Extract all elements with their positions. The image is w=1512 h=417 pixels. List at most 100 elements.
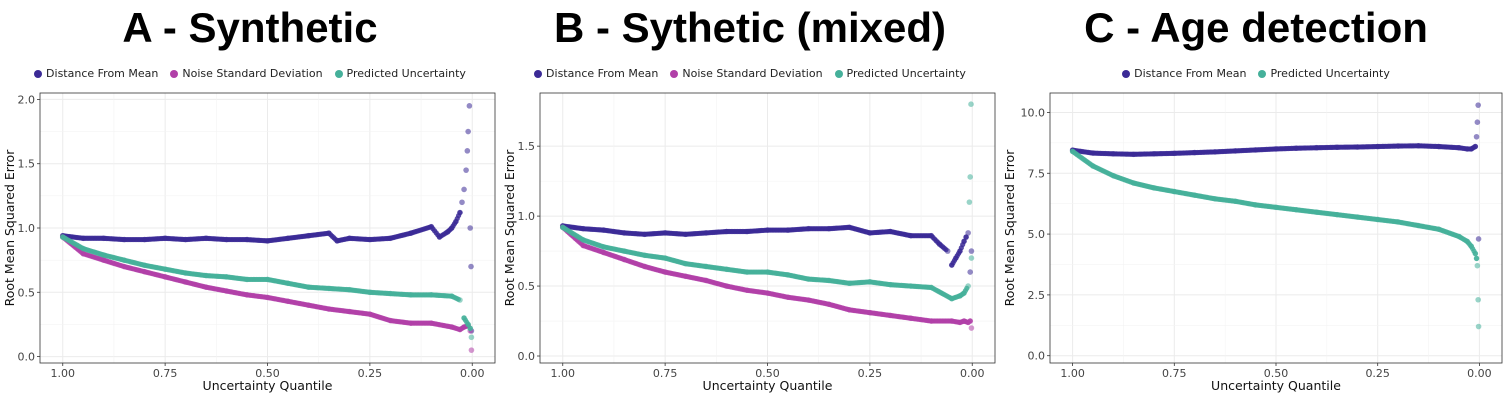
data-point: [466, 103, 473, 109]
panel-c-chart: 0.0 2.5 5.0 7.5 10.0 1.00 0.75 0.50 0.25 0.00 Unce…: [1002, 92, 1503, 393]
data-point: [764, 290, 771, 296]
data-point: [1435, 226, 1442, 233]
data-point: [459, 199, 465, 206]
data-point: [182, 279, 189, 285]
data-point: [1151, 151, 1157, 157]
data-point: [1473, 255, 1480, 262]
y-tick-label: 1.5: [518, 140, 536, 153]
data-point: [457, 326, 463, 333]
data-point: [465, 128, 471, 135]
x-tick-label: 0.50: [255, 367, 280, 380]
data-point: [826, 277, 832, 284]
data-point: [1374, 143, 1381, 150]
data-point: [968, 101, 974, 107]
data-point: [1415, 142, 1422, 149]
data-point: [1435, 143, 1442, 150]
data-point: [928, 318, 935, 324]
data-point: [846, 280, 853, 287]
data-point: [203, 284, 209, 290]
data-point: [621, 248, 627, 254]
data-point: [285, 298, 291, 305]
grid-lines: [1050, 93, 1502, 363]
x-tick-label: 1.00: [51, 367, 76, 380]
data-point: [723, 266, 730, 273]
y-axis-label: Root Mean Squared Error: [2, 149, 17, 307]
data-point: [1252, 202, 1259, 208]
data-point: [305, 232, 312, 239]
data-point: [1395, 143, 1401, 149]
data-point: [100, 257, 107, 263]
data-point: [457, 209, 463, 216]
data-point: [887, 228, 894, 235]
panel-c-title: C - Age detection: [1084, 4, 1428, 51]
data-point: [464, 148, 471, 154]
y-tick-label: 0.0: [1028, 350, 1046, 363]
data-point: [723, 228, 730, 235]
data-point: [744, 228, 750, 235]
y-tick-label: 0.0: [18, 351, 36, 364]
data-point: [928, 232, 935, 239]
data-point: [162, 274, 168, 280]
legend-swatch-icon: [170, 69, 179, 78]
y-tick-label: 0.0: [518, 350, 536, 363]
panel-b-legend: Distance From Mean Noise Standard Deviat…: [500, 67, 1000, 80]
series-predicted: [1069, 148, 1482, 330]
data-point: [223, 288, 230, 294]
data-point: [367, 311, 373, 317]
x-tick-label: 0.75: [653, 367, 678, 380]
data-point: [887, 312, 894, 319]
data-point: [1090, 163, 1096, 169]
legend-label: Predicted Uncertainty: [1270, 67, 1390, 80]
data-point: [461, 315, 467, 321]
data-point: [764, 269, 771, 275]
data-point: [641, 252, 648, 259]
data-point: [1474, 119, 1481, 125]
x-tick-label: 0.00: [460, 367, 485, 380]
data-point: [1293, 206, 1300, 213]
legend-swatch-icon: [1258, 69, 1267, 78]
y-tick-label: 1.5: [18, 158, 36, 171]
y-tick-label: 1.0: [18, 222, 36, 235]
data-point: [966, 199, 973, 205]
x-tick-label: 0.25: [858, 367, 883, 380]
data-point: [223, 274, 230, 280]
data-point: [965, 283, 971, 289]
data-point: [580, 237, 587, 243]
x-axis-label: Uncertainty Quantile: [203, 378, 333, 393]
data-point: [141, 262, 148, 269]
x-tick-label: 0.00: [960, 367, 985, 380]
data-point: [162, 235, 168, 242]
x-tick-label: 1.00: [1060, 367, 1085, 380]
panel-a-title: A - Synthetic: [122, 4, 378, 51]
data-point: [1474, 262, 1481, 269]
data-point: [1252, 147, 1259, 153]
data-point: [580, 225, 587, 232]
x-tick-label: 0.75: [153, 367, 178, 380]
data-point: [1395, 219, 1401, 225]
legend-label: Distance From Mean: [1134, 67, 1247, 80]
data-point: [428, 292, 435, 298]
data-point: [468, 263, 474, 270]
data-point: [457, 297, 463, 303]
data-point: [908, 232, 914, 239]
data-point: [1472, 143, 1479, 150]
data-point: [1473, 133, 1480, 140]
legend-swatch-icon: [34, 69, 43, 78]
y-axis-label: Root Mean Squared Error: [1002, 149, 1017, 307]
data-point: [559, 224, 566, 231]
data-point: [326, 230, 332, 236]
data-point: [682, 273, 689, 280]
data-point: [662, 230, 668, 236]
data-point: [367, 289, 373, 296]
data-point: [223, 236, 230, 243]
data-point: [468, 334, 475, 341]
data-point: [867, 279, 873, 285]
data-point: [244, 292, 250, 298]
legend-label: Predicted Uncertainty: [346, 67, 466, 80]
data-point: [408, 320, 414, 326]
y-tick-label: 10.0: [1021, 106, 1046, 119]
panel-c: C - Age detection Distance From Mean Pre…: [1000, 0, 1512, 417]
data-point: [305, 284, 312, 290]
data-point: [100, 252, 107, 258]
data-point: [244, 236, 250, 243]
